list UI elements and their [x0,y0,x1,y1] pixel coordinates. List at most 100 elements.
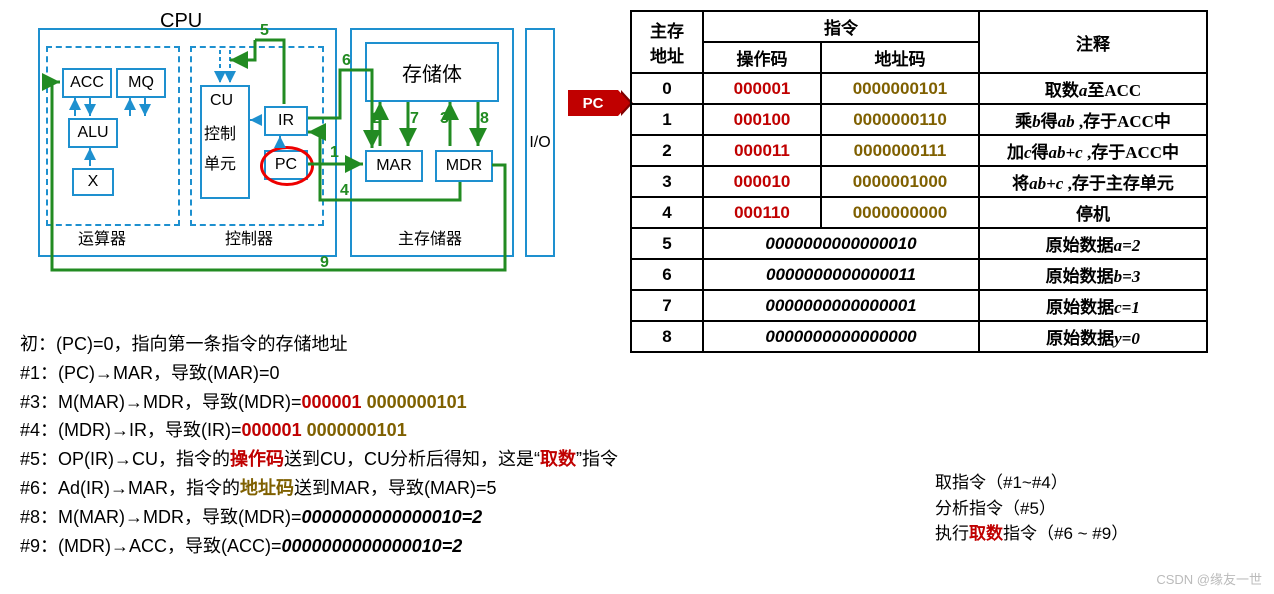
step-9-a: #9：(MDR)→ACC，导致(ACC)= [20,536,282,556]
step-4-op: 000001 [242,420,307,440]
num-3: 3 [440,110,449,128]
num-2: 2 [372,110,381,128]
step-list: 初：(PC)=0，指向第一条指令的存储地址 #1：(PC)→MAR，导致(MAR… [20,330,618,560]
num-1: 1 [330,144,339,162]
th-note: 注释 [979,11,1207,73]
cell-note: 原始数据y=0 [979,321,1207,352]
cell-addrcode: 0000001000 [821,166,979,197]
step-4-pre: #4：(MDR)→IR，导致(IR)= [20,420,242,440]
pc-arrow-badge: PC [568,90,618,116]
cell-addr: 0 [631,73,703,104]
step-8-a: #8：M(MAR)→MDR，导致(MDR)= [20,507,302,527]
step-4-ac: 0000000101 [307,420,407,440]
cell-addr: 1 [631,104,703,135]
num-8: 8 [480,110,489,128]
cell-addr: 7 [631,290,703,321]
cell-addrcode: 0000000111 [821,135,979,166]
step-3-op: 000001 [302,392,367,412]
cell-addrcode: 0000000101 [821,73,979,104]
legend-c: 执行取数指令（#6 ~ #9） [935,521,1128,547]
num-4: 4 [340,182,349,200]
num-5: 5 [260,22,269,40]
phase-legend: 取指令（#1~#4） 分析指令（#5） 执行取数指令（#6 ~ #9） [935,470,1128,547]
num-9: 9 [320,254,329,272]
cell-data: 0000000000000011 [703,259,979,290]
step-9-b: 0000000000000010=2 [282,536,463,556]
step-1-text: #1：(PC)→MAR，导致(MAR)=0 [20,363,280,383]
cell-op: 000011 [703,135,821,166]
table-row: 40001100000000000停机 [631,197,1207,228]
cell-addr: 2 [631,135,703,166]
cell-data: 0000000000000010 [703,228,979,259]
cell-data: 0000000000000000 [703,321,979,352]
cell-data: 0000000000000001 [703,290,979,321]
legend-c3: 指令（#6 ~ #9） [1003,524,1128,543]
cpu-diagram: CPU ACC MQ ALU X 运算器 CU 控制 单元 IR PC 控制器 … [20,10,560,280]
step-3-ac: 0000000101 [367,392,467,412]
step-5-a: #5：OP(IR)→CU，指令的 [20,449,230,469]
cell-note: 将ab+c ,存于主存单元 [979,166,1207,197]
step-8: #8：M(MAR)→MDR，导致(MDR)=0000000000000010=2 [20,503,618,532]
step-1: #1：(PC)→MAR，导致(MAR)=0 [20,359,618,388]
cell-op: 000010 [703,166,821,197]
th-addr: 主存地址 [631,11,703,73]
step-5-b: 操作码 [230,449,284,469]
step-6-b: 地址码 [240,478,294,498]
step-6-a: #6：Ad(IR)→MAR，指令的 [20,478,240,498]
step-5-c: 送到CU，CU分析后得知，这是“ [284,449,540,469]
cell-note: 加c得ab+c ,存于ACC中 [979,135,1207,166]
cell-addr: 3 [631,166,703,197]
cell-note: 原始数据c=1 [979,290,1207,321]
step-6: #6：Ad(IR)→MAR，指令的地址码送到MAR，导致(MAR)=5 [20,474,618,503]
cell-note: 取数a至ACC [979,73,1207,104]
step-6-c: 送到MAR，导致(MAR)=5 [294,478,497,498]
pc-badge-text: PC [583,95,604,112]
step-0: 初：(PC)=0，指向第一条指令的存储地址 [20,330,618,359]
step-4: #4：(MDR)→IR，导致(IR)=000001 0000000101 [20,416,618,445]
cell-addrcode: 0000000000 [821,197,979,228]
cell-op: 000001 [703,73,821,104]
step-3-pre: #3：M(MAR)→MDR，导致(MDR)= [20,392,302,412]
cell-note: 原始数据b=3 [979,259,1207,290]
page: CPU ACC MQ ALU X 运算器 CU 控制 单元 IR PC 控制器 … [0,0,1274,594]
table-row: 30000100000001000将ab+c ,存于主存单元 [631,166,1207,197]
cell-op: 000110 [703,197,821,228]
legend-c2: 取数 [969,524,1003,543]
memory-table: 主存地址 指令 注释 操作码 地址码 00000010000000101取数a至… [630,10,1208,353]
legend-b: 分析指令（#5） [935,496,1128,522]
table-row: 60000000000000011原始数据b=3 [631,259,1207,290]
cell-addrcode: 0000000110 [821,104,979,135]
step-0-text: 初：(PC)=0，指向第一条指令的存储地址 [20,334,348,354]
cell-note: 乘b得ab ,存于ACC中 [979,104,1207,135]
table-header-row: 主存地址 指令 注释 [631,11,1207,42]
num-7: 7 [410,110,419,128]
cell-op: 000100 [703,104,821,135]
cell-addr: 8 [631,321,703,352]
wires [20,10,560,280]
cell-note: 停机 [979,197,1207,228]
table-row: 10001000000000110乘b得ab ,存于ACC中 [631,104,1207,135]
step-9: #9：(MDR)→ACC，导致(ACC)=0000000000000010=2 [20,532,618,561]
cell-note: 原始数据a=2 [979,228,1207,259]
step-3: #3：M(MAR)→MDR，导致(MDR)=000001 0000000101 [20,388,618,417]
cell-addr: 5 [631,228,703,259]
table-row: 80000000000000000原始数据y=0 [631,321,1207,352]
legend-a: 取指令（#1~#4） [935,470,1128,496]
step-8-b: 0000000000000010=2 [302,507,483,527]
th-op: 操作码 [703,42,821,73]
table-row: 00000010000000101取数a至ACC [631,73,1207,104]
th-ac: 地址码 [821,42,979,73]
table-row: 70000000000000001原始数据c=1 [631,290,1207,321]
step-5: #5：OP(IR)→CU，指令的操作码送到CU，CU分析后得知，这是“取数”指令 [20,445,618,474]
table-row: 20000110000000111加c得ab+c ,存于ACC中 [631,135,1207,166]
th-addr-l1: 主存 [650,22,684,41]
th-addr-l2: 地址 [650,47,684,66]
cell-addr: 6 [631,259,703,290]
num-6: 6 [342,52,351,70]
table-row: 50000000000000010原始数据a=2 [631,228,1207,259]
step-5-e: ”指令 [576,449,618,469]
legend-c1: 执行 [935,524,969,543]
step-5-d: 取数 [540,449,576,469]
cell-addr: 4 [631,197,703,228]
th-instr: 指令 [703,11,979,42]
